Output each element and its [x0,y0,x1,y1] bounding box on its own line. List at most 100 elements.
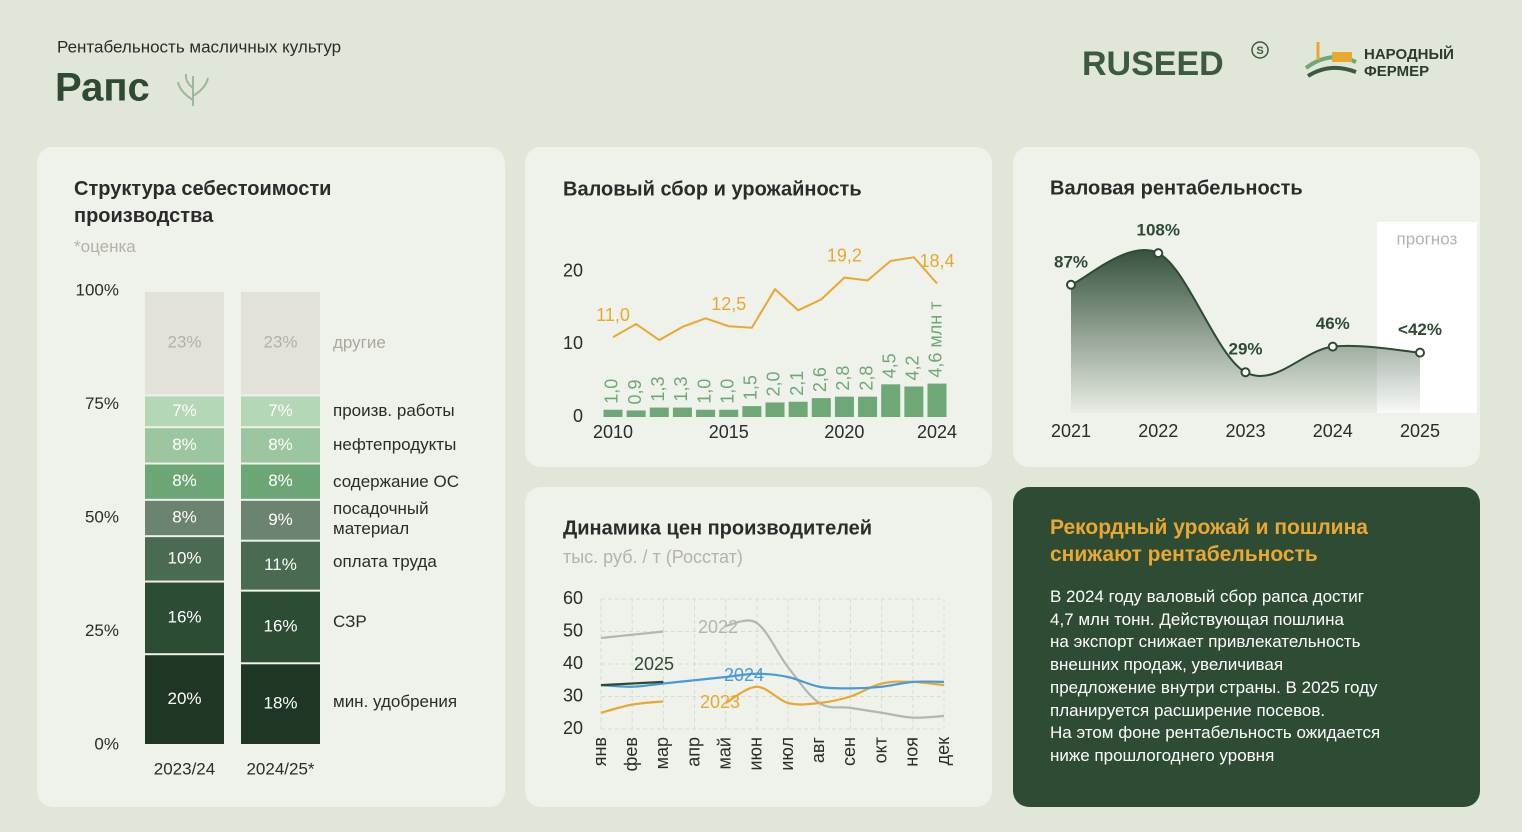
bar [834,396,854,417]
bar-segment [241,664,320,744]
subtitle: Рентабельность масличных культур [57,37,341,56]
x-tick-label: 2024 [1313,421,1353,441]
legend-label: оплата труда [333,552,437,572]
series-label: 2024 [724,665,764,685]
value-label: 108% [1137,221,1180,240]
value-label: 18% [263,694,297,713]
y-tick-label: 40 [563,653,583,673]
x-tick-label: 2023/24 [154,759,215,778]
series-label: 2025 [634,654,674,674]
x-tick-label: янв [590,737,610,766]
marker [1327,341,1338,352]
legend-label: нефтепродукты [333,435,457,455]
bar-segment [145,396,224,427]
x-tick-label: сен [839,737,859,766]
card-text: предложение внутри страны. В 2025 году [1050,677,1378,697]
legend-label: произв. работы [333,401,455,421]
x-tick-label: окт [870,737,890,763]
line [600,619,945,719]
value-label: 16% [167,607,201,626]
x-tick-label: авг [808,737,828,764]
value-label: 1,0 [602,379,622,404]
value-label: 12,5 [711,294,746,314]
chart-title: Структура себестоимости производства [74,178,332,227]
value-label: 20% [167,689,201,708]
marker [1240,367,1251,378]
series-label: 2022 [698,617,738,637]
value-label: 11% [264,555,297,574]
value-label: 7% [268,401,293,420]
bar-segment [145,500,224,536]
x-tick-label: апр [683,737,703,767]
value-label: 4,6 млн т [926,302,946,378]
y-tick-label: 25% [85,621,119,640]
x-tick-label: дек [933,737,953,766]
bar [696,409,716,417]
legend-label: посадочный материал [333,499,429,539]
bar [858,396,878,417]
panel [525,487,992,807]
bar-segment [145,292,224,395]
value-label: 8% [172,435,197,454]
bar [811,398,831,417]
value-label: 1,5 [741,375,761,400]
y-tick-label: 0% [94,734,119,753]
card-text: В 2024 году валовый сбор рапса достиг [1050,587,1365,606]
bar [881,384,901,417]
plant-icon [177,73,209,106]
value-label: 2,8 [833,366,853,391]
legend-label: содержание ОС [333,471,459,491]
bar [742,406,762,417]
line [600,672,945,690]
value-label: 16% [263,616,297,635]
card-title: Рекордный урожай и пошлина снижают рента… [1050,516,1368,566]
value-label: 18,4 [919,251,954,271]
x-tick-label: фев [621,737,641,771]
bar [672,407,692,417]
marker [1415,347,1425,358]
x-tick-label: 2010 [593,422,633,442]
value-label: 9% [268,510,293,529]
logo: RUSEED [1082,45,1224,83]
bar-segment [241,541,320,590]
x-tick-label: мар [652,737,672,769]
value-label: 23% [263,333,297,352]
card-text: внешних продаж, увеличивая [1050,655,1284,675]
card-text: планируется расширение посевов. [1050,700,1326,720]
value-label: 19,2 [827,245,862,265]
bar-segment [145,582,224,654]
x-tick-label: 2021 [1051,421,1091,441]
value-label: 2,8 [856,366,876,391]
card-text: На этом фоне рентабельность ожидается [1050,723,1381,743]
chart-title: Валовый сбор и урожайность [563,178,862,200]
marker [1153,248,1164,259]
value-label: 1,3 [648,377,668,402]
area [1071,249,1420,413]
legend-label: мин. удобрения [333,691,458,711]
bar-segment [145,537,224,581]
value-label: 2,6 [810,367,830,392]
value-label: 4,5 [879,353,899,378]
value-label: 1,0 [694,379,714,404]
bar-segment [145,464,224,499]
value-label: 87% [1054,252,1088,271]
bar-segment [241,428,320,463]
value-label: 1,3 [671,377,691,402]
x-tick-label: 2020 [824,422,864,442]
value-label: 8% [172,471,197,490]
panel [525,147,992,467]
bar [904,386,924,417]
title: Рапс [55,66,150,110]
x-tick-label: 2022 [1138,421,1178,441]
card-text: ниже прошлогоднего уровня [1050,745,1275,765]
bar [649,407,669,417]
card-text: 4,7 млн тонн. Действующая пошлина [1050,609,1344,629]
y-tick-label: 50% [85,507,119,526]
panel [1013,487,1480,807]
marker [1066,279,1076,290]
x-tick-label: 2023 [1225,421,1265,441]
y-tick-label: 60 [563,588,583,608]
bar [927,383,947,417]
